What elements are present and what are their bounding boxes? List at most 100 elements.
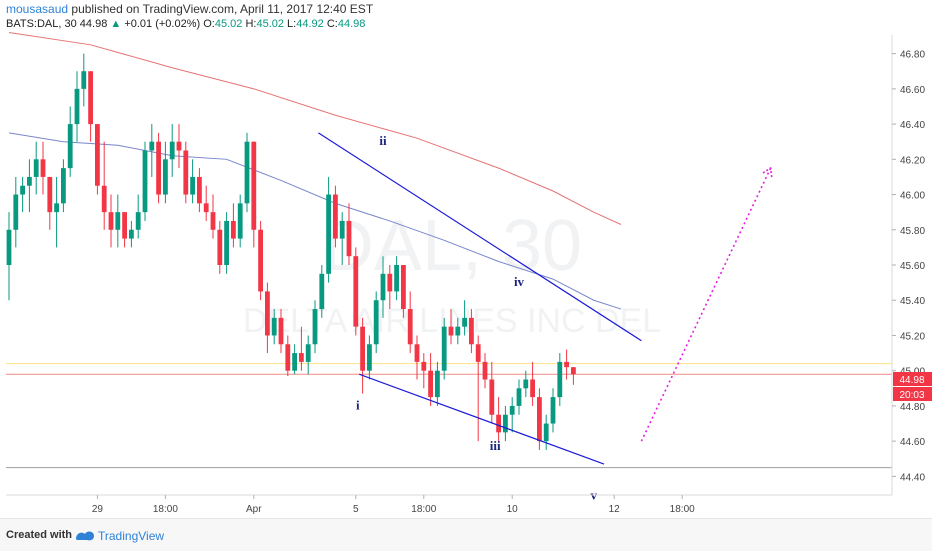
candle bbox=[108, 194, 114, 248]
candle bbox=[530, 361, 535, 406]
candle bbox=[33, 141, 39, 195]
candle bbox=[319, 265, 325, 318]
candle bbox=[203, 185, 209, 221]
candle bbox=[571, 367, 576, 385]
candle-body bbox=[312, 309, 318, 345]
candle bbox=[265, 282, 270, 354]
wedge-upper-line bbox=[318, 132, 642, 342]
y-tick-label: 46.60 bbox=[900, 85, 925, 96]
candle bbox=[169, 124, 175, 177]
candle-body bbox=[414, 344, 420, 362]
candle bbox=[333, 185, 338, 248]
candle bbox=[469, 309, 474, 354]
candle bbox=[516, 379, 522, 415]
open-value: 45.02 bbox=[214, 18, 243, 30]
countdown-tag bbox=[893, 387, 932, 401]
tradingview-logo-icon bbox=[76, 531, 94, 541]
candle-body bbox=[401, 265, 406, 310]
x-tick-label: 5 bbox=[353, 504, 359, 515]
close-label: C: bbox=[326, 18, 338, 30]
candle-body bbox=[564, 361, 569, 368]
candle-body bbox=[61, 168, 66, 204]
candle bbox=[163, 141, 168, 204]
candle bbox=[244, 132, 250, 213]
candle-body bbox=[265, 291, 270, 336]
candle bbox=[74, 71, 80, 142]
ma-slow-line bbox=[8, 31, 622, 225]
plot-area[interactable] bbox=[6, 35, 892, 495]
candle-body bbox=[435, 370, 440, 398]
candle bbox=[258, 220, 263, 301]
candle bbox=[47, 176, 53, 230]
candle-body bbox=[509, 405, 515, 415]
candle bbox=[27, 159, 32, 213]
candle-body bbox=[33, 159, 39, 177]
footer: Created with TradingView bbox=[0, 518, 932, 551]
candle-body bbox=[149, 141, 155, 151]
publish-info: published on TradingView.com, April 11, … bbox=[71, 2, 374, 16]
candle-body bbox=[40, 159, 46, 177]
price-tags: 44.98 20:03 bbox=[893, 372, 932, 401]
candle bbox=[224, 212, 229, 274]
candle-body bbox=[251, 141, 257, 230]
candle-body bbox=[537, 397, 542, 442]
wave-label-iv: iv bbox=[514, 274, 525, 289]
candle-body bbox=[278, 317, 284, 345]
candle-body bbox=[503, 414, 508, 433]
candle-body bbox=[346, 220, 352, 257]
candle-body bbox=[482, 361, 488, 380]
candle-body bbox=[20, 185, 25, 195]
price-axis[interactable]: 46.80 46.60 46.40 46.20 46.00 45.80 45.60 45.40… bbox=[892, 50, 925, 484]
candle-body bbox=[176, 141, 182, 151]
candle-body bbox=[455, 326, 461, 336]
candle-body bbox=[285, 344, 291, 371]
candle-body bbox=[115, 212, 121, 230]
y-tick-label: 46.20 bbox=[900, 155, 925, 166]
candle bbox=[122, 212, 127, 248]
candle-body bbox=[523, 379, 529, 389]
countdown-tag-text: 20:03 bbox=[899, 390, 924, 401]
candle-body bbox=[475, 344, 481, 362]
x-tick-label: 29 bbox=[92, 504, 104, 515]
candle bbox=[135, 194, 141, 239]
author-link[interactable]: mousasaud bbox=[6, 2, 69, 16]
tradingview-brand-link[interactable]: TradingView bbox=[98, 529, 165, 543]
candle bbox=[217, 220, 223, 274]
candle bbox=[462, 300, 467, 336]
candle-body bbox=[326, 194, 331, 274]
projection-line bbox=[640, 167, 772, 442]
candle-body bbox=[441, 326, 447, 371]
candle-body bbox=[108, 212, 114, 230]
candle-body bbox=[428, 370, 433, 398]
change-up-arrow-icon: ▲ bbox=[110, 18, 122, 30]
candle bbox=[550, 388, 556, 433]
candle bbox=[81, 53, 87, 107]
low-label: L: bbox=[287, 18, 297, 30]
price-chart[interactable]: DAL, 30 DELTA AIR LINES INC DEL iiiiiiiv… bbox=[0, 0, 932, 518]
candle bbox=[231, 203, 236, 248]
candle bbox=[475, 335, 481, 442]
candle-body bbox=[217, 229, 223, 265]
x-tick-label: 12 bbox=[609, 504, 621, 515]
candle-body bbox=[156, 141, 161, 195]
candle bbox=[503, 405, 508, 442]
candle-body bbox=[292, 353, 297, 371]
candle bbox=[564, 349, 569, 380]
candle-body bbox=[271, 317, 277, 336]
created-with-label: Created with bbox=[6, 529, 73, 541]
candle bbox=[190, 159, 195, 204]
candle bbox=[428, 353, 433, 406]
time-axis[interactable]: 29 18:00 Apr 5 18:00 10 12 18:00 bbox=[92, 495, 695, 515]
candle bbox=[142, 141, 148, 221]
candle-body bbox=[54, 203, 59, 213]
candle bbox=[496, 397, 501, 442]
wave-label-ii: ii bbox=[379, 133, 387, 148]
candle-body bbox=[74, 88, 80, 125]
candle-body bbox=[13, 194, 19, 230]
watermark-ticker: DAL, 30 bbox=[322, 206, 582, 286]
candle-body bbox=[394, 265, 399, 292]
candle bbox=[360, 317, 365, 394]
candle bbox=[407, 291, 413, 354]
candle-body bbox=[135, 212, 141, 230]
candle bbox=[489, 361, 495, 424]
